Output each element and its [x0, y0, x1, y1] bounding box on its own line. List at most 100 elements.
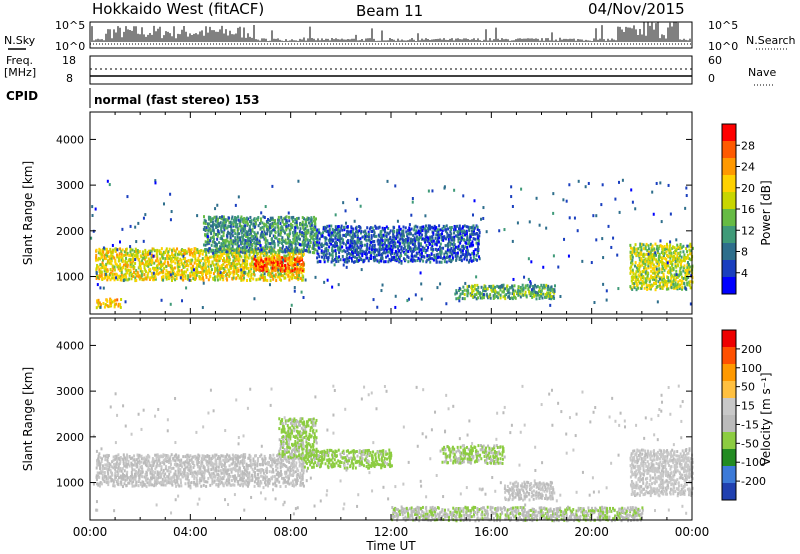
echo-cell — [118, 466, 121, 470]
echo-cell — [545, 295, 548, 299]
echo-cell — [302, 242, 305, 246]
echo-cell — [240, 264, 243, 268]
echo-cell — [99, 305, 102, 309]
echo-cell — [349, 247, 352, 251]
echo-cell — [420, 297, 423, 301]
echo-cell — [443, 260, 446, 264]
echo-cell — [379, 243, 382, 247]
echo-cell — [203, 269, 206, 273]
echo-cell — [460, 250, 463, 254]
echo-cell — [160, 275, 163, 279]
echo-cell — [133, 249, 136, 253]
echo-cell — [392, 258, 395, 262]
echo-cell — [298, 273, 301, 277]
echo-cell — [113, 484, 116, 488]
echo-cell — [484, 285, 487, 289]
echo-cell — [179, 257, 182, 261]
echo-cell — [208, 271, 211, 275]
echo-cell — [327, 229, 330, 233]
echo-cell — [237, 268, 240, 272]
echo-cell — [375, 253, 378, 257]
echo-cell — [183, 261, 186, 265]
echo-cell — [271, 252, 274, 256]
echo-cell — [325, 226, 328, 230]
echo-cell — [462, 225, 465, 229]
echo-cell — [216, 222, 219, 226]
echo-cell — [295, 220, 298, 224]
echo-cell — [296, 267, 299, 271]
echo-cell — [335, 260, 338, 264]
echo-cell — [649, 257, 652, 261]
echo-cell — [243, 218, 246, 222]
echo-cell — [314, 275, 317, 279]
echo-cell — [316, 249, 319, 253]
echo-cell — [285, 219, 288, 223]
echo-cell — [397, 246, 400, 250]
echo-cell — [431, 235, 434, 239]
echo-cell — [656, 251, 659, 255]
echo-cell — [431, 244, 434, 248]
echo-cell — [385, 225, 388, 229]
echo-cell — [379, 232, 382, 236]
echo-cell — [184, 274, 187, 278]
echo-cell — [282, 250, 285, 254]
echo-cell — [336, 256, 339, 260]
echo-cell — [129, 457, 132, 461]
echo-cell — [261, 249, 264, 253]
echo-cell — [386, 254, 389, 258]
echo-cell — [138, 274, 141, 278]
echo-cell — [279, 257, 282, 261]
echo-cell — [130, 465, 133, 469]
echo-cell — [458, 248, 461, 252]
echo-cell — [154, 181, 157, 185]
echo-cell — [347, 241, 350, 245]
echo-cell — [208, 226, 211, 230]
echo-cell — [352, 227, 355, 231]
echo-cell — [327, 257, 330, 261]
echo-cell — [324, 242, 327, 246]
echo-cell — [109, 301, 112, 305]
echo-cell — [399, 251, 402, 255]
echo-cell — [684, 206, 687, 210]
echo-cell — [435, 255, 438, 259]
echo-cell — [356, 197, 359, 201]
echo-cell — [590, 261, 593, 265]
echo-cell — [128, 464, 131, 468]
echo-cell — [237, 256, 240, 260]
echo-cell — [457, 230, 460, 234]
echo-cell — [495, 294, 498, 298]
echo-cell — [128, 273, 131, 277]
echo-cell — [201, 265, 204, 269]
echo-cell — [148, 262, 151, 266]
echo-cell — [499, 288, 502, 292]
echo-cell — [285, 254, 288, 258]
echo-cell — [213, 275, 216, 279]
echo-cell — [169, 271, 172, 275]
echo-cell — [636, 283, 639, 287]
echo-cell — [266, 239, 269, 243]
echo-cell — [310, 217, 313, 221]
echo-cell — [208, 255, 211, 259]
echo-cell — [203, 218, 206, 222]
echo-cell — [510, 185, 513, 189]
echo-cell — [407, 256, 410, 260]
echo-cell — [632, 272, 635, 276]
echo-cell — [464, 233, 467, 237]
echo-cell — [255, 250, 258, 254]
echo-cell — [223, 220, 226, 224]
echo-cell — [460, 235, 463, 239]
echo-cell — [512, 288, 515, 292]
echo-cell — [387, 250, 390, 254]
echo-cell — [335, 240, 338, 244]
echo-cell — [350, 229, 353, 233]
echo-cell — [677, 280, 680, 284]
echo-cell — [549, 288, 552, 292]
echo-cell — [129, 268, 132, 272]
echo-cell — [95, 248, 98, 252]
echo-cell — [186, 262, 189, 266]
echo-cell — [458, 256, 461, 260]
echo-cell — [287, 273, 290, 277]
echo-cell — [204, 249, 207, 253]
echo-cell — [436, 230, 439, 234]
echo-cell — [460, 254, 463, 258]
